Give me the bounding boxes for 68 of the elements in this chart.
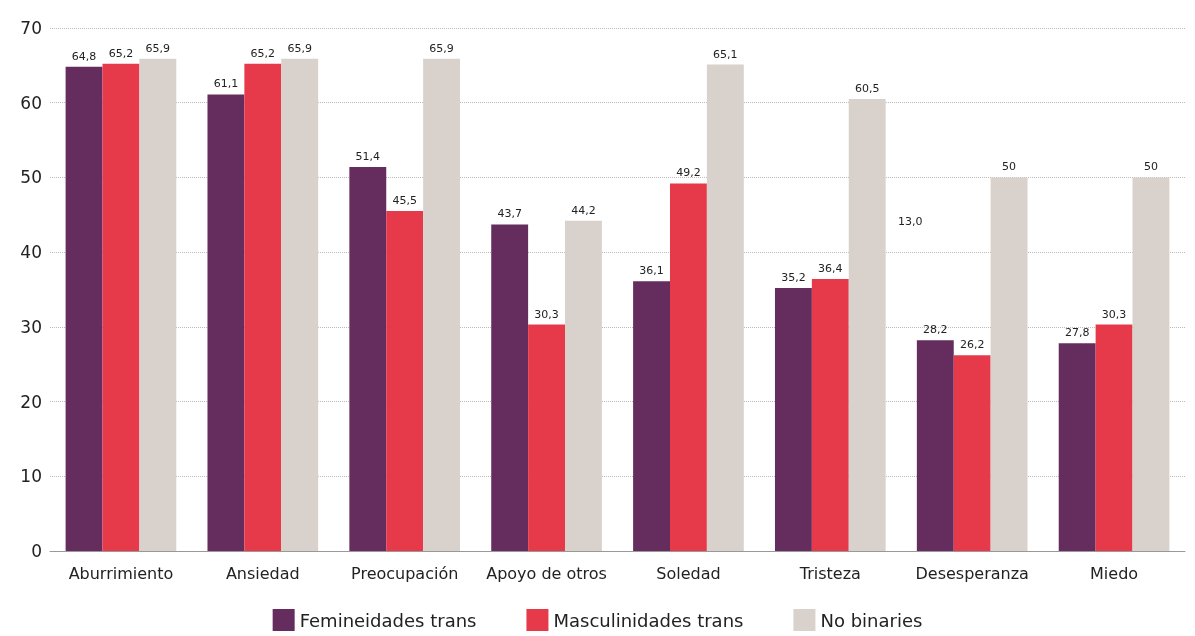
- legend-label: No binaries: [820, 609, 923, 631]
- y-tick-label: 40: [20, 242, 42, 263]
- bar: [848, 98, 886, 551]
- bar: [139, 58, 177, 551]
- x-tick-label: Preocupación: [351, 563, 459, 583]
- data-label: 44,2: [571, 203, 596, 217]
- data-label: 65,2: [250, 46, 276, 60]
- bar: [349, 166, 387, 551]
- bar: [423, 58, 461, 551]
- legend-label: Masculinidades trans: [553, 609, 744, 631]
- data-label: 65,2: [108, 46, 134, 60]
- data-label: 65,9: [287, 41, 312, 55]
- bar: [633, 281, 670, 551]
- data-label: 65,9: [145, 41, 171, 55]
- data-label: 51,4: [355, 149, 381, 163]
- bar: [386, 211, 424, 551]
- bar: [774, 288, 812, 551]
- data-label: 28,2: [923, 323, 948, 337]
- data-label: 61,1: [213, 77, 239, 91]
- bar: [102, 63, 140, 551]
- legend-label: Femineidades trans: [299, 609, 477, 631]
- y-tick-label: 0: [31, 541, 42, 561]
- y-tick-label: 60: [20, 92, 42, 113]
- bar: [528, 324, 566, 551]
- bar: [706, 64, 744, 551]
- bar: [1058, 343, 1096, 551]
- bar: [207, 94, 245, 551]
- bar: [281, 58, 319, 551]
- bar: [565, 220, 602, 551]
- data-label: 26,2: [959, 338, 985, 352]
- bar: [916, 340, 954, 551]
- bar: [244, 63, 282, 551]
- data-label: 49,2: [676, 166, 701, 180]
- bar: [990, 177, 1028, 551]
- bar: [669, 183, 707, 551]
- data-label: 50: [1143, 160, 1158, 174]
- x-tick-label: Aburrimiento: [68, 563, 174, 583]
- x-tick-label: Apoyo de otros: [486, 563, 607, 583]
- x-tick-label: Desesperanza: [915, 563, 1029, 583]
- y-tick-label: 20: [20, 391, 42, 412]
- bar: [811, 279, 849, 551]
- data-label: 65,9: [429, 41, 454, 55]
- data-label: 65,1: [713, 47, 738, 61]
- data-label: 30,3: [1101, 307, 1127, 321]
- data-label: 30,3: [534, 307, 559, 321]
- y-tick-label: 10: [20, 466, 42, 487]
- bar: [65, 66, 103, 551]
- annotation: 13,0: [898, 215, 923, 228]
- data-label: 35,2: [781, 271, 806, 285]
- bar: [1095, 324, 1133, 551]
- bar: [491, 224, 529, 551]
- bar: [1132, 177, 1170, 551]
- data-label: 45,5: [392, 194, 417, 208]
- data-label: 64,8: [71, 49, 97, 63]
- y-tick-label: 50: [20, 167, 42, 188]
- data-label: 43,7: [497, 207, 522, 221]
- x-tick-label: Miedo: [1090, 563, 1139, 583]
- x-tick-label: Tristeza: [798, 563, 861, 583]
- data-label: 36,1: [639, 264, 664, 278]
- y-tick-label: 30: [20, 316, 42, 337]
- bar: [953, 355, 991, 551]
- x-tick-label: Ansiedad: [225, 563, 300, 583]
- data-label: 60,5: [854, 81, 880, 95]
- data-label: 27,8: [1064, 326, 1090, 340]
- data-label: 50: [1002, 160, 1017, 174]
- x-tick-label: Soledad: [656, 563, 721, 583]
- data-label: 36,4: [818, 262, 843, 276]
- y-tick-label: 70: [20, 18, 42, 38]
